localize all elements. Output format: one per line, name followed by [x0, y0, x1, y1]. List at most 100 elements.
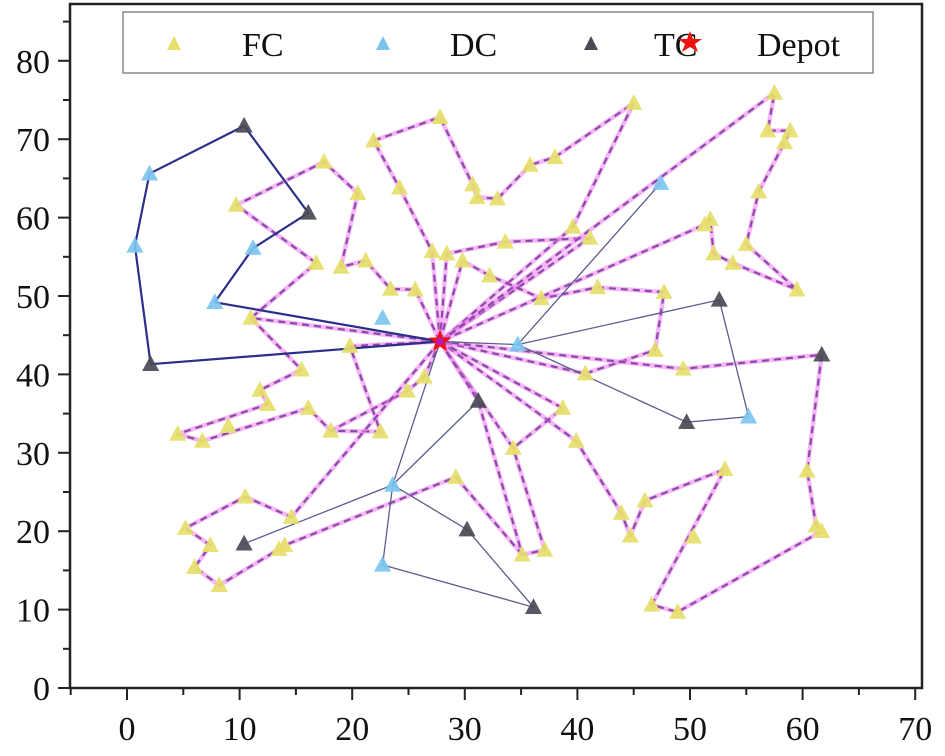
fc-marker-icon: [227, 196, 245, 212]
drone-route-glow: [371, 100, 636, 344]
dc-marker-icon: [206, 293, 224, 310]
drone-route: [329, 340, 442, 433]
fc-marker-icon: [513, 545, 531, 562]
depot-legend-star-icon: [678, 31, 702, 52]
dc-marker-icon: [140, 164, 159, 181]
fc-marker-icon: [776, 133, 794, 150]
tc-legend-icon: [584, 36, 598, 50]
fc-marker-icon: [655, 283, 673, 299]
fc-marker-icon: [431, 108, 449, 124]
dc-legend-label: DC: [450, 27, 497, 64]
fc-marker-icon: [621, 526, 639, 543]
fc-marker-icon: [299, 399, 317, 415]
fc-marker-icon: [398, 381, 416, 398]
fc-marker-icon: [581, 228, 599, 245]
fc-marker-icon: [705, 244, 723, 261]
y-tick-label: 50: [16, 279, 50, 316]
fc-marker-icon: [504, 439, 522, 455]
fc-marker-icon: [415, 367, 433, 384]
y-axis: 0 10 20 30 40 50 60 70 80: [16, 20, 70, 708]
dc-marker-icon: [374, 555, 392, 572]
fc-marker-icon: [496, 232, 514, 249]
fc-marker-icon: [788, 280, 806, 297]
dc-marker-icon: [652, 174, 670, 190]
dc-marker-icon: [374, 308, 392, 325]
fc-marker-icon: [381, 279, 400, 296]
depot-legend-label: Depot: [757, 27, 841, 64]
y-tick-label: 70: [16, 122, 50, 159]
fc-marker-icon: [684, 527, 702, 544]
fc-marker-icon: [536, 541, 554, 557]
fc-marker-icon: [737, 235, 755, 252]
fc-marker-icon: [447, 468, 465, 484]
dc-marker-icon: [244, 239, 262, 255]
fc-marker-icon: [646, 341, 664, 357]
fc-marker-icon: [468, 188, 486, 204]
fc-marker-icon: [438, 244, 456, 261]
fc-marker-icon: [259, 395, 277, 411]
depot-center: [436, 337, 445, 346]
y-tick-label: 40: [16, 357, 50, 394]
truck-route: [243, 484, 393, 545]
drone-route: [235, 160, 441, 343]
truck-route: [392, 341, 479, 486]
fc-marker-icon: [406, 280, 424, 297]
tc-marker-icon: [813, 345, 831, 362]
legend: FC DC TC Depot: [122, 11, 874, 74]
fc-marker-icon: [186, 558, 204, 575]
x-tick-label: 50: [673, 711, 707, 748]
truck-route-main: [133, 124, 441, 366]
fc-marker-icon: [781, 121, 799, 138]
fc-marker-icon: [669, 602, 687, 619]
x-tick-label: 20: [335, 711, 369, 748]
fc-marker-icon: [341, 337, 359, 353]
dc-marker-icon: [126, 236, 144, 253]
fc-marker-icon: [390, 178, 409, 195]
tc-marker-icon: [678, 413, 696, 429]
fc-marker-icon: [357, 251, 375, 268]
drone-route-glow: [183, 340, 524, 588]
fc-marker-icon: [193, 432, 211, 448]
x-tick-label: 0: [119, 711, 136, 748]
fc-marker-icon: [177, 519, 195, 535]
x-tick-label: 10: [223, 711, 257, 748]
plot-frame: [68, 2, 924, 690]
fc-marker-icon: [282, 508, 300, 524]
fc-marker-icon: [813, 522, 831, 538]
x-tick-label: 40: [560, 711, 594, 748]
fc-marker-icon: [716, 460, 734, 477]
fc-marker-icon: [564, 218, 582, 234]
fc-marker-icon: [576, 364, 594, 381]
legend-box: [122, 11, 874, 74]
y-tick-label: 0: [33, 671, 50, 708]
fc-marker-icon: [365, 131, 383, 148]
x-axis: 0 10 20 30 40 50 60 70: [69, 688, 932, 748]
drone-route: [176, 317, 332, 443]
fc-marker-icon: [625, 94, 643, 110]
fc-marker-icon: [292, 360, 311, 377]
drone-route: [184, 340, 524, 587]
tc-marker-icon: [142, 355, 160, 371]
fc-marker-icon: [242, 308, 260, 325]
tc-marker-icon: [710, 290, 728, 307]
tc-marker-icon: [469, 392, 487, 408]
fc-marker-icon: [481, 266, 499, 283]
fc-marker-icon: [169, 424, 187, 441]
dc-marker-icon: [384, 475, 402, 492]
truck-route: [381, 484, 536, 609]
fc-marker-icon: [532, 289, 550, 306]
fc-marker-icon: [567, 432, 585, 448]
fc-marker-icon: [765, 83, 783, 100]
fc-marker-icon: [464, 175, 482, 192]
fc-marker-icon: [589, 278, 607, 295]
tc-marker-icon: [524, 598, 543, 614]
fc-marker-icon: [219, 417, 237, 433]
tc-marker-icon: [299, 203, 317, 220]
fc-marker-icon: [724, 254, 742, 270]
fc-marker-icon: [453, 251, 472, 268]
fc-marker-icon: [371, 422, 389, 439]
fc-marker-icon: [201, 536, 219, 553]
fc-marker-icon: [674, 359, 692, 376]
y-tick-label: 80: [16, 44, 50, 81]
fc-marker-icon: [696, 215, 714, 232]
